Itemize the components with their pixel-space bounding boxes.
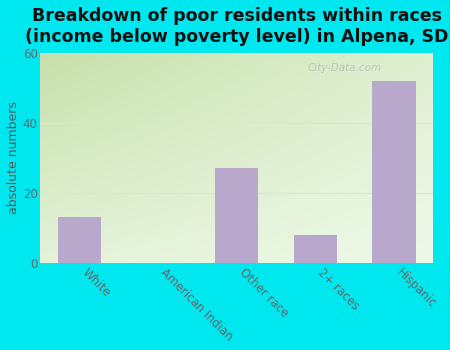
Bar: [58, 217, 101, 263]
Title: Breakdown of poor residents within races
(income below poverty level) in Alpena,: Breakdown of poor residents within races…: [25, 7, 449, 46]
Bar: [372, 81, 415, 263]
Y-axis label: absolute numbers: absolute numbers: [7, 102, 20, 214]
Bar: [294, 235, 337, 263]
Bar: [215, 168, 258, 263]
Text: City-Data.com: City-Data.com: [307, 63, 382, 74]
